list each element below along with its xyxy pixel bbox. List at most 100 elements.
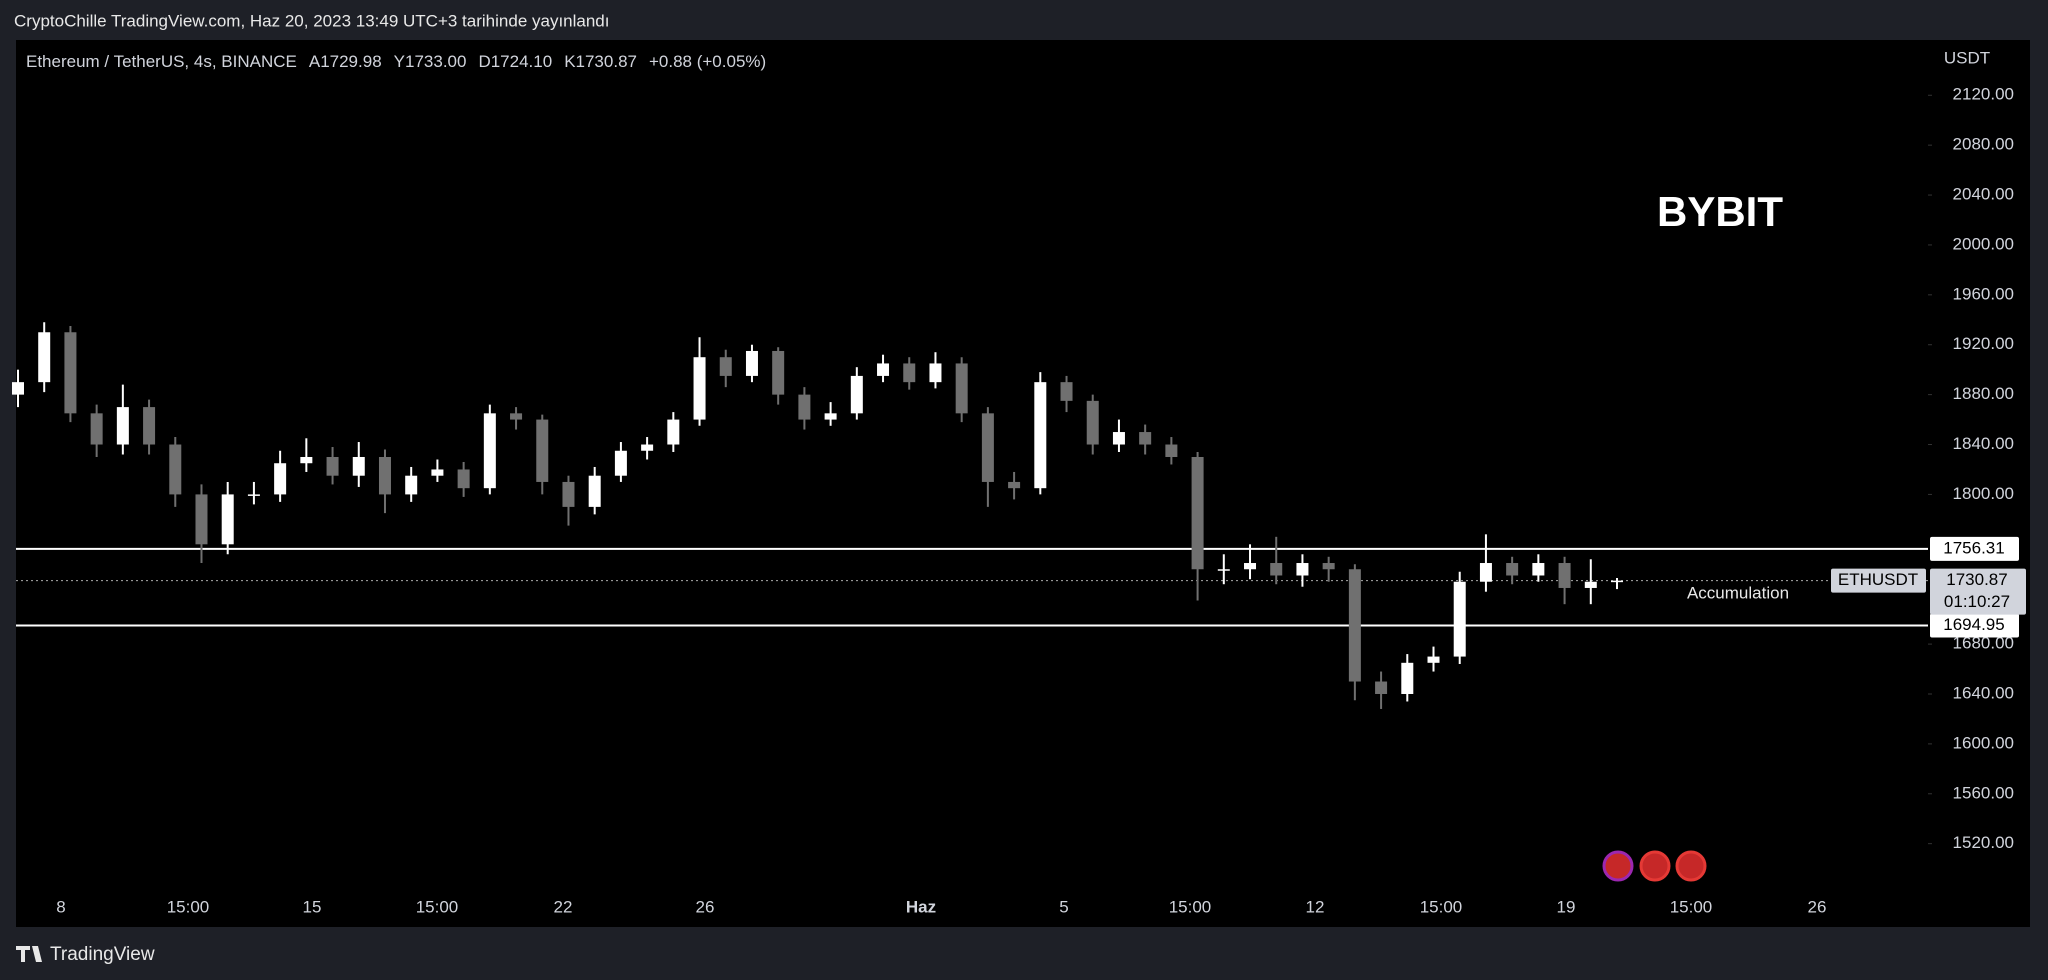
- candle-body: [326, 456, 339, 476]
- candle-body: [1112, 432, 1125, 445]
- y-tick-label: 1640.00: [1953, 683, 2014, 702]
- candle-body: [12, 382, 24, 395]
- y-tick-label: 1920.00: [1953, 334, 2014, 353]
- x-tick-label: 15:00: [1169, 897, 1212, 916]
- candle-body: [510, 413, 523, 420]
- candle-body: [824, 413, 837, 420]
- currency: USDT: [1944, 48, 1990, 67]
- candle-body: [143, 407, 156, 445]
- y-tick-label: 1680.00: [1953, 634, 2014, 653]
- candle-body: [562, 481, 575, 507]
- x-tick-label: 12: [1306, 897, 1325, 916]
- candle-body: [1611, 580, 1623, 583]
- candle-body: [1060, 382, 1073, 401]
- candle-body: [1139, 432, 1152, 445]
- candle-body: [1191, 456, 1204, 570]
- ohlc-value: K1730.87: [564, 52, 637, 71]
- ohlc-value: Y1733.00: [394, 52, 467, 71]
- candle-body: [221, 494, 234, 545]
- candle-body: [195, 494, 208, 545]
- countdown: 01:10:27: [1944, 592, 2010, 611]
- candle-body: [1270, 563, 1283, 576]
- candle-body: [588, 475, 601, 507]
- candle-body: [352, 456, 365, 476]
- candle-body: [877, 363, 890, 376]
- candle-body: [169, 444, 182, 495]
- publish-info: CryptoChille TradingView.com, Haz 20, 20…: [14, 11, 610, 30]
- symbol-tag: [1831, 568, 1926, 593]
- candle-body: [850, 375, 863, 414]
- candle-body: [38, 332, 51, 383]
- y-tick-label: 2000.00: [1953, 234, 2014, 253]
- ohlc-value: D1724.10: [478, 52, 552, 71]
- candle-body: [772, 350, 785, 395]
- level-tag: [1930, 536, 2019, 561]
- candle-body: [745, 350, 758, 376]
- ohlc-value: +0.88 (+0.05%): [649, 52, 766, 71]
- event-flag[interactable]: [1602, 850, 1634, 882]
- candle-body: [641, 444, 654, 451]
- candle-body: [1165, 444, 1178, 457]
- candle-body: [483, 413, 496, 489]
- y-tick-label: 2040.00: [1953, 185, 2014, 204]
- chart-pane: [16, 40, 2030, 927]
- candle-body: [798, 394, 811, 420]
- y-tick-label: 2080.00: [1953, 135, 2014, 154]
- x-tick-label: 15:00: [416, 897, 459, 916]
- y-tick-label: 1960.00: [1953, 284, 2014, 303]
- candle-body: [981, 413, 994, 482]
- watermark: BYBIT: [1657, 188, 1783, 235]
- candle-body: [1401, 662, 1414, 694]
- candle-body: [274, 463, 287, 495]
- x-tick-label: 15: [303, 897, 322, 916]
- level-label: 1756.31: [1943, 538, 2004, 557]
- candle-body: [1296, 563, 1309, 576]
- y-tick-label: 1840.00: [1953, 434, 2014, 453]
- x-tick-label: 26: [1808, 897, 1827, 916]
- candle-body: [1506, 563, 1519, 576]
- candle-body: [431, 469, 444, 476]
- candle-body: [693, 357, 706, 420]
- y-tick-label: 1800.00: [1953, 484, 2014, 503]
- x-tick-label: 15:00: [167, 897, 210, 916]
- event-flag[interactable]: [1639, 850, 1671, 882]
- x-tick-label: 22: [554, 897, 573, 916]
- level-tag: [1930, 613, 2019, 638]
- x-tick-label: 15:00: [1420, 897, 1463, 916]
- symbol-title: Ethereum / TetherUS, 4s, BINANCE: [26, 52, 297, 71]
- candle-body: [1034, 382, 1047, 489]
- candle-body: [614, 450, 627, 476]
- x-tick-label: Haz: [906, 897, 936, 916]
- annotation: Accumulation: [1687, 583, 1789, 602]
- candle-body: [64, 332, 77, 414]
- candle-body: [536, 419, 549, 482]
- price-tag: [1930, 568, 2026, 615]
- candle-body: [1453, 581, 1466, 657]
- candle-body: [90, 413, 103, 445]
- candle-body: [378, 456, 391, 495]
- y-tick-label: 1560.00: [1953, 783, 2014, 802]
- symbol-header: Ethereum / TetherUS, 4s, BINANCE A1729.98…: [26, 52, 766, 71]
- level-label: 1694.95: [1943, 615, 2004, 634]
- candle-body: [405, 475, 418, 495]
- symbol-label: ETHUSDT: [1838, 570, 1918, 589]
- candle-body: [1584, 581, 1597, 588]
- candle-body: [1348, 569, 1361, 682]
- y-tick-label: 1600.00: [1953, 733, 2014, 752]
- candle-body: [719, 357, 732, 376]
- y-tick-label: 1520.00: [1953, 833, 2014, 852]
- candle-body: [1532, 563, 1545, 576]
- tv-logo: [16, 946, 42, 962]
- candle-body: [1217, 569, 1230, 571]
- candle-body: [955, 363, 968, 414]
- candle-body: [1375, 681, 1388, 694]
- candle-body: [1008, 481, 1021, 489]
- candle-body: [1479, 563, 1492, 582]
- candle-body: [300, 456, 313, 464]
- candle-body: [903, 363, 916, 383]
- event-flag[interactable]: [1675, 850, 1707, 882]
- candle-body: [1558, 563, 1571, 588]
- x-tick-label: 5: [1059, 897, 1068, 916]
- candle-body: [1322, 563, 1335, 570]
